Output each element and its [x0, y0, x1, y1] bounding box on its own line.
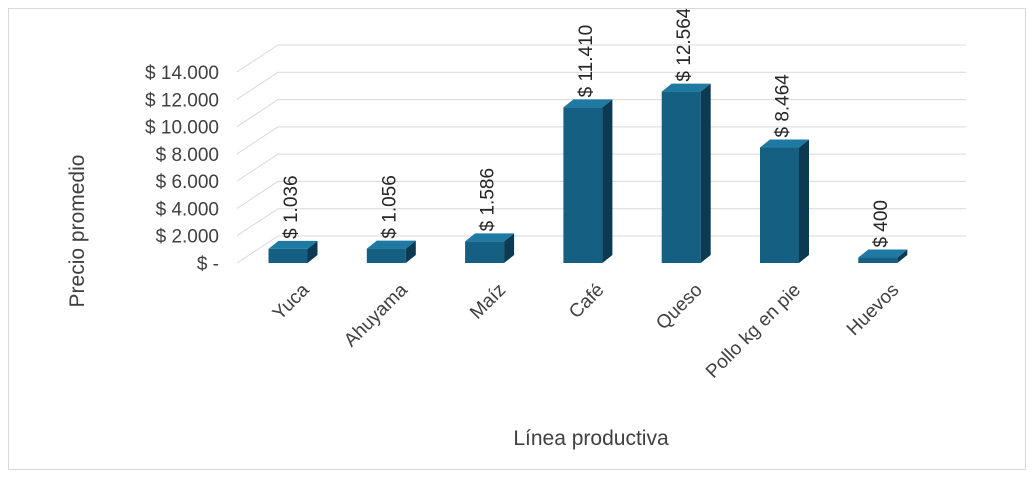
y-tick-label: $ 10.000: [145, 118, 219, 139]
bar-top: [661, 83, 711, 92]
y-tick-label: $ 8.000: [156, 145, 219, 166]
data-label: $ 12.564: [674, 9, 695, 82]
bar-front: [465, 241, 505, 263]
bar-front: [661, 91, 701, 263]
bar-side: [897, 249, 908, 263]
bar-top: [268, 240, 318, 249]
gridline: [236, 153, 967, 182]
gridline: [236, 208, 967, 237]
bar-top: [858, 249, 908, 258]
gridlines: [236, 44, 967, 264]
bar-side: [504, 233, 515, 263]
category-label: Pollo kg en pie: [702, 280, 805, 383]
data-label: $ 1.586: [478, 168, 499, 231]
category-label: Ahuyama: [340, 279, 412, 351]
data-label: $ 11.410: [576, 25, 597, 98]
category-label: Maíz: [466, 280, 510, 324]
y-tick-label: $ -: [197, 254, 219, 275]
y-axis-ticks: $ - $ 2.000 $ 4.000 $ 6.000 $ 8.000 $ 10.000 $…: [145, 63, 219, 275]
chart-frame: $ - $ 2.000 $ 4.000 $ 6.000 $ 8.000 $ 10.000 $…: [8, 8, 1026, 470]
y-tick-label: $ 2.000: [156, 227, 219, 248]
gridline: [236, 235, 967, 264]
bar-top: [465, 233, 515, 242]
category-label: Yuca: [269, 279, 314, 324]
bar-front: [268, 248, 308, 263]
bar-front: [760, 147, 799, 263]
bar-top: [366, 240, 416, 249]
x-axis-title: Línea productiva: [513, 427, 669, 450]
chart-svg: $ - $ 2.000 $ 4.000 $ 6.000 $ 8.000 $ 10.000 $…: [66, 9, 967, 450]
category-label: Huevos: [843, 280, 903, 340]
bar-front: [858, 257, 898, 263]
gridline: [236, 71, 967, 100]
bar-side: [700, 83, 711, 263]
gridline: [236, 99, 967, 127]
data-labels: $ 1.036 $ 1.056 $ 1.586 $ 11.410 $ 12.564 $ 8…: [281, 9, 892, 248]
data-label: $ 1.056: [379, 175, 400, 238]
bar: [563, 99, 613, 264]
bar-side: [307, 240, 318, 263]
data-label: $ 400: [871, 200, 892, 248]
y-tick-label: $ 14.000: [145, 63, 219, 84]
bar-top: [563, 99, 613, 108]
category-label: Queso: [652, 280, 706, 334]
category-label: Café: [565, 280, 608, 323]
bar-side: [405, 240, 416, 263]
bar: [661, 83, 711, 263]
bars: [268, 83, 908, 264]
gridline: [236, 126, 967, 155]
data-label: $ 8.464: [773, 74, 794, 138]
y-tick-label: $ 4.000: [156, 199, 219, 220]
data-label: $ 1.036: [281, 175, 302, 238]
bar: [858, 249, 908, 263]
y-tick-label: $ 12.000: [145, 90, 219, 111]
gridline: [236, 180, 967, 209]
gridline: [236, 44, 967, 73]
y-tick-label: $ 6.000: [156, 172, 219, 193]
bar-side: [799, 139, 809, 263]
bar: [366, 240, 416, 263]
bar-side: [602, 99, 613, 264]
bar: [760, 139, 809, 263]
bar-front: [563, 107, 603, 264]
bar-top: [760, 139, 809, 148]
bar: [465, 233, 515, 263]
bar: [268, 240, 318, 263]
y-axis-title: Precio promedio: [66, 155, 89, 308]
bar-front: [366, 248, 406, 263]
